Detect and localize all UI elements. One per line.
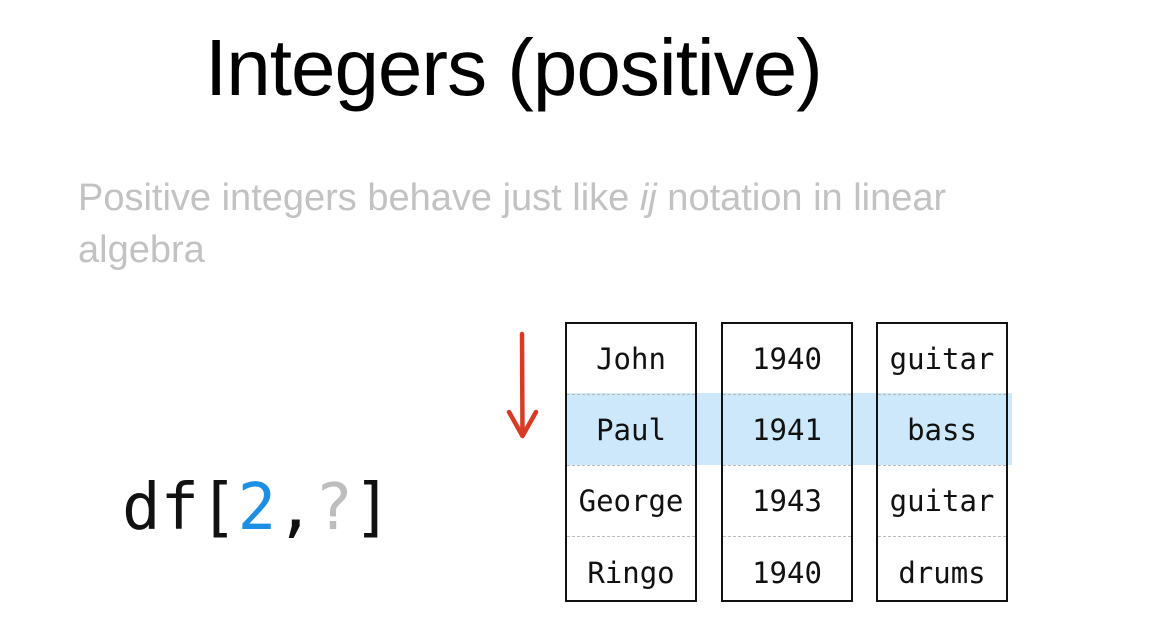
code-row-index: 2 [237, 471, 277, 545]
table-cell: guitar [878, 466, 1006, 537]
code-prefix: df[ [122, 471, 238, 545]
table-cell: 1940 [752, 555, 822, 590]
table-cell: Paul [567, 395, 695, 466]
table-cell: 1943 [723, 466, 851, 537]
subtitle-text-end: notation in linear algebra [78, 177, 947, 271]
table-cell: guitar [878, 324, 1006, 395]
slide-title: Integers (positive) [205, 23, 823, 112]
column-instrument: guitar bass guitar drums [876, 322, 1008, 602]
down-arrow-icon [506, 331, 539, 439]
code-expression: df[2,?] [122, 470, 392, 546]
row-highlight [566, 393, 1012, 465]
table-cell: John [567, 324, 695, 395]
subtitle-text-start: Positive integers behave just like [78, 177, 640, 219]
column-name: John Paul George Ringo [565, 322, 697, 602]
code-suffix: ] [353, 471, 392, 545]
slide-subtitle: Positive integers behave just like ij no… [78, 172, 978, 276]
table-cell: Ringo [587, 555, 675, 590]
table-cell: bass [878, 395, 1006, 466]
table-cell: 1940 [723, 324, 851, 395]
table-cell: drums [898, 555, 986, 590]
table-cell: George [567, 466, 695, 537]
column-year: 1940 1941 1943 1940 [721, 322, 853, 602]
code-comma: , [276, 471, 315, 545]
subtitle-ij-emphasis: ij [639, 177, 657, 219]
table-cell: 1941 [723, 395, 851, 466]
code-column-placeholder: ? [314, 471, 354, 545]
